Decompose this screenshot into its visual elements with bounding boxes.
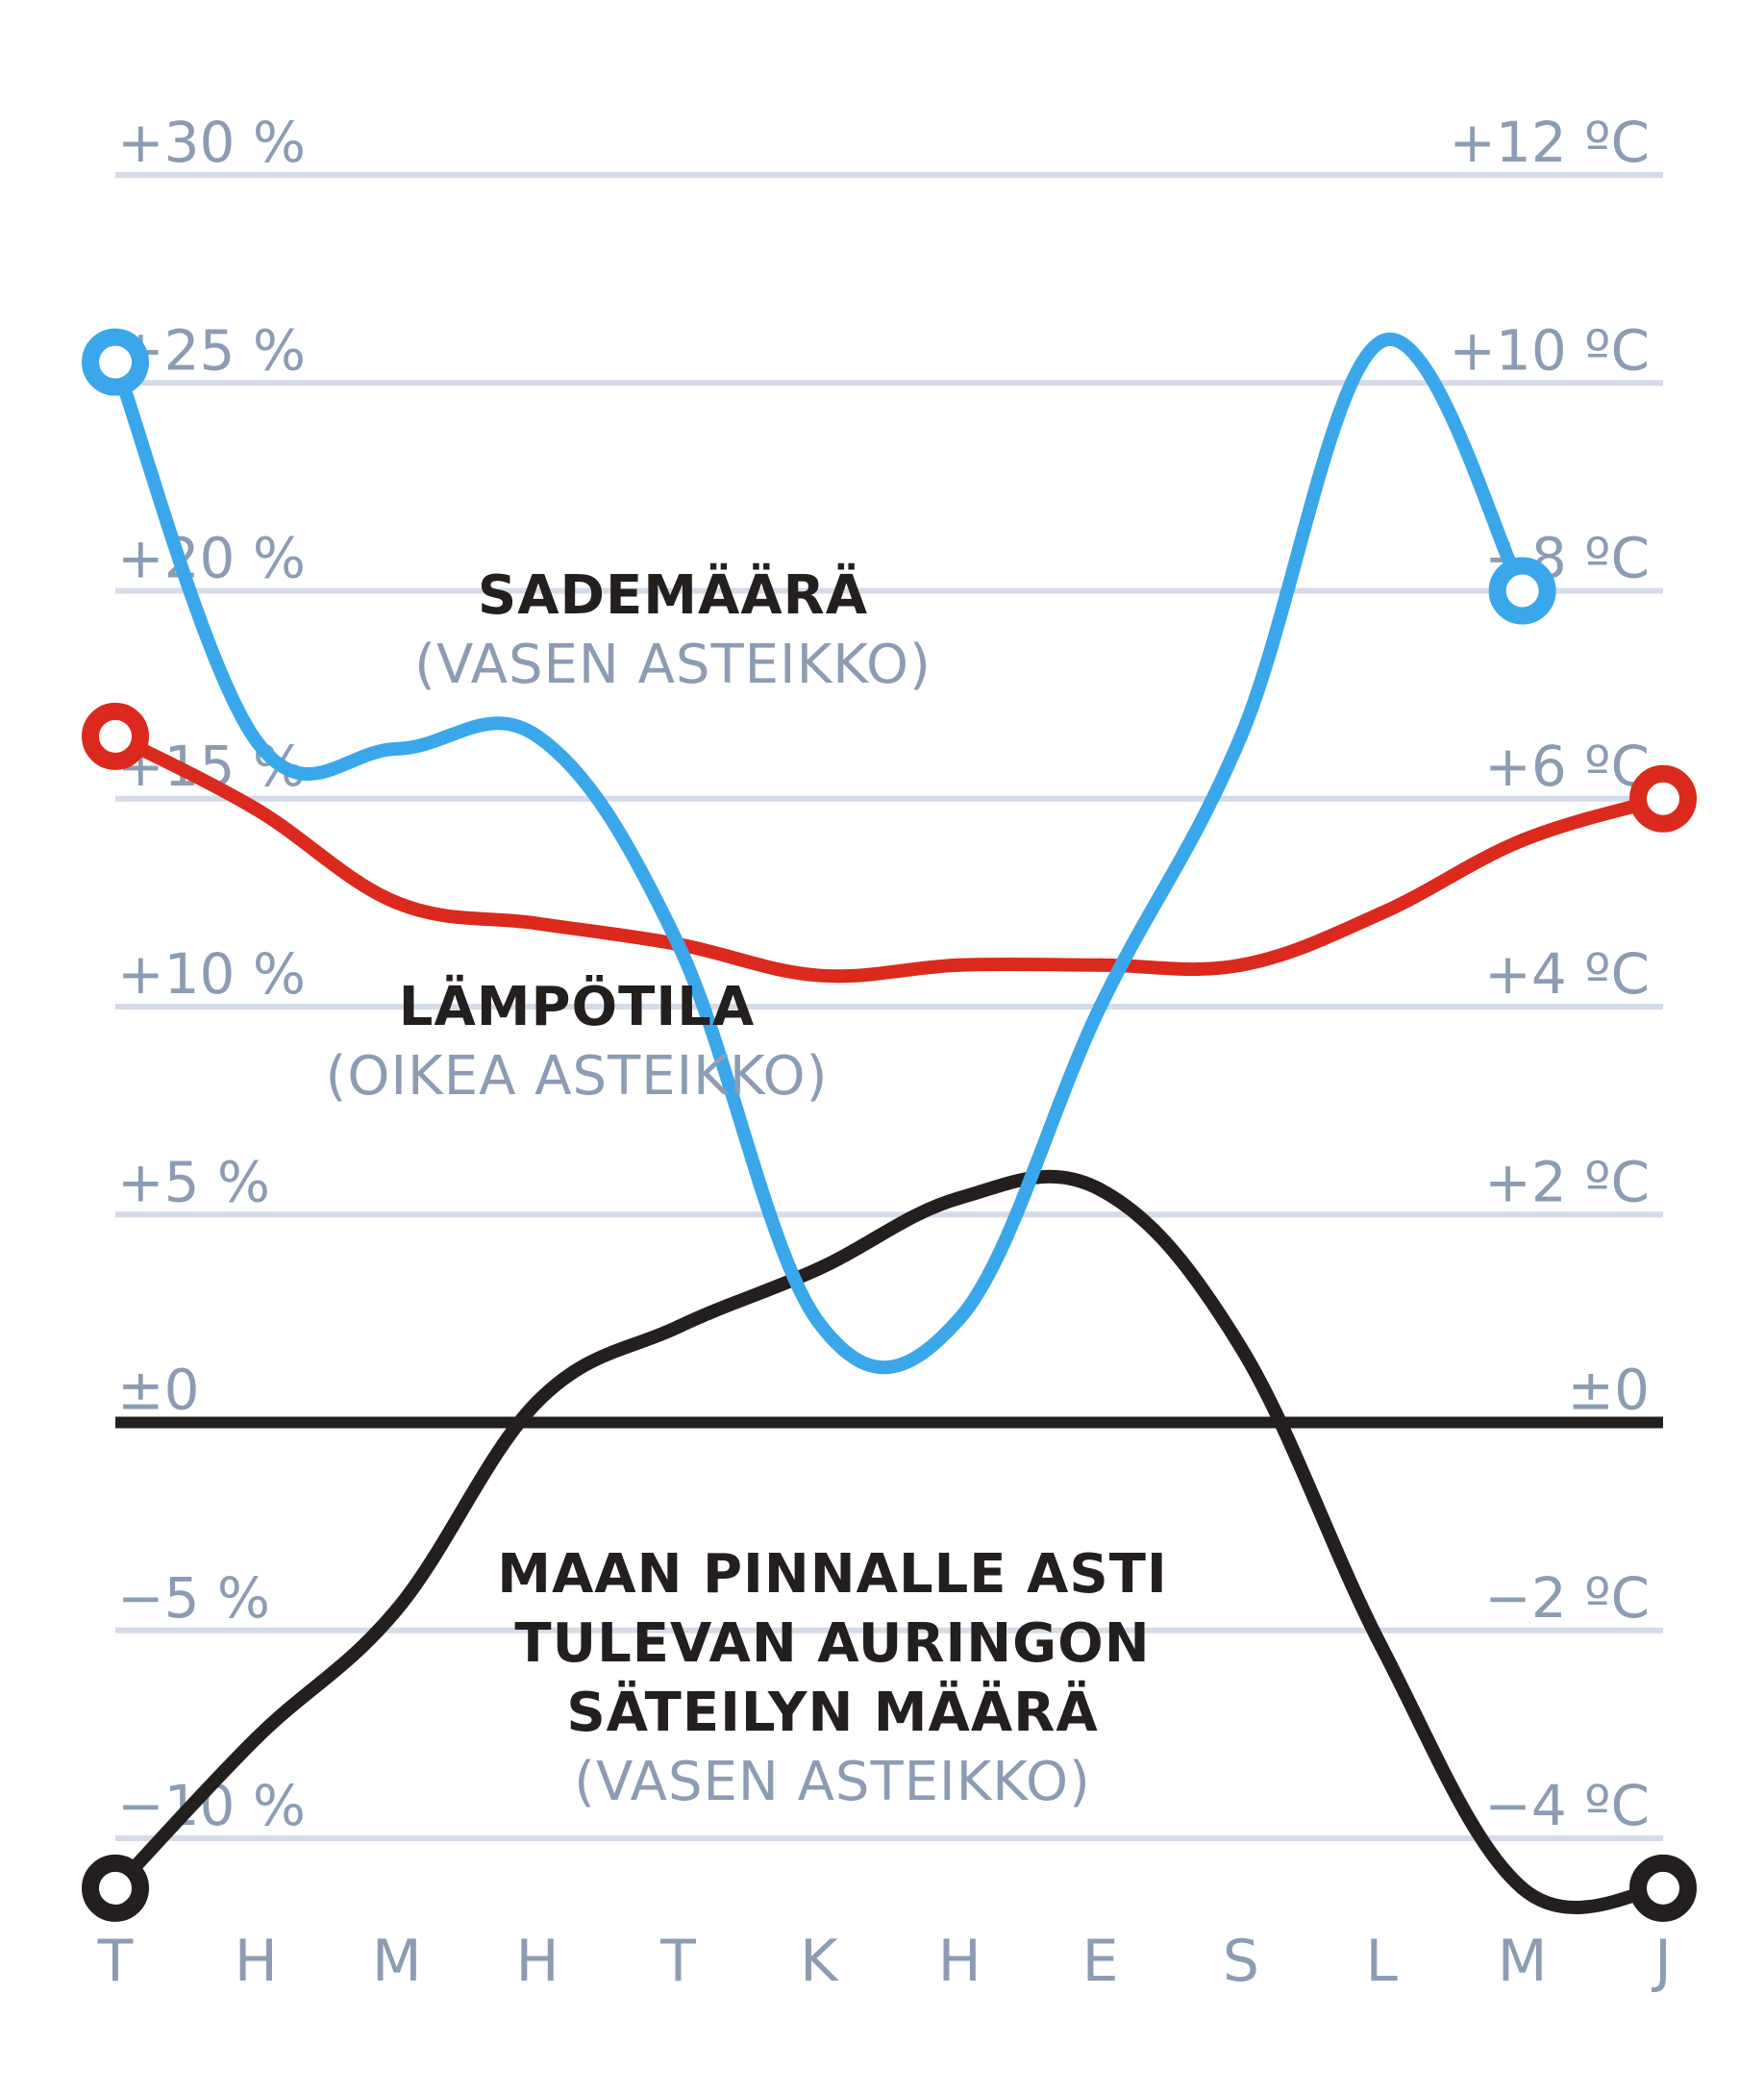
data-point-rain [811, 1315, 826, 1330]
data-point-solar [249, 1732, 263, 1746]
x-tick-label: H [235, 1928, 278, 1995]
data-point-temperature [1233, 958, 1248, 972]
x-tick-label: E [1082, 1928, 1119, 1995]
x-tick-label: T [97, 1928, 134, 1995]
series-line-rain [109, 332, 1529, 1375]
series-line-temperature [109, 729, 1670, 984]
data-point-rain [1093, 1000, 1107, 1013]
x-tick-label: M [372, 1928, 422, 1995]
data-point-solar [531, 1394, 545, 1409]
data-point-solar [671, 1320, 685, 1334]
endpoint-marker-rain [1488, 557, 1556, 625]
annotation-solar-sub: (VASEN ASTEIKKO) [574, 1751, 1091, 1813]
y-right-tick-label: +6 ºC [1484, 734, 1650, 799]
y-axis-right: +12 ºC+10 ºC+8 ºC+6 ºC+4 ºC+2 ºC±0−2 ºC−… [1449, 110, 1650, 1838]
x-tick-label: H [938, 1928, 981, 1995]
data-point-rain [1375, 335, 1389, 348]
data-point-temperature [389, 895, 404, 910]
y-right-tick-label: +4 ºC [1484, 941, 1650, 1007]
data-point-solar [1093, 1183, 1107, 1197]
data-point-rain [953, 1311, 967, 1326]
data-point-temperature [953, 958, 967, 972]
y-axis-left: +30 %+25 %+20 %+15 %+10 %+5 %±0−5 %−10 % [117, 110, 306, 1838]
data-point-rain [671, 937, 685, 952]
data-point-rain [531, 729, 545, 743]
y-right-tick-label: +12 ºC [1449, 110, 1650, 175]
annotation-solar-line-1: MAAN PINNALLE ASTI [497, 1543, 1168, 1606]
data-point-solar [1515, 1881, 1529, 1895]
y-right-tick-label: −2 ºC [1484, 1565, 1650, 1631]
x-tick-label: J [1651, 1928, 1672, 1995]
y-left-tick-label: +25 % [117, 317, 306, 383]
data-point-temperature [249, 802, 263, 816]
series-line-solar [109, 1169, 1670, 1914]
x-tick-label: T [659, 1928, 696, 1995]
endpoint-marker-solar [1629, 1854, 1697, 1922]
data-point-solar [389, 1603, 404, 1617]
data-point-temperature [1375, 906, 1389, 920]
y-right-tick-label: +2 ºC [1484, 1149, 1650, 1214]
annotation-solar-line-3: SÄTEILYN MÄÄRÄ [566, 1682, 1098, 1744]
endpoint-marker-solar [82, 1854, 149, 1922]
data-point-temperature [531, 916, 545, 931]
y-right-tick-label: −4 ºC [1484, 1773, 1650, 1838]
y-left-tick-label: +10 % [117, 941, 306, 1007]
y-right-tick-label: +10 ºC [1449, 317, 1650, 383]
annotations: SADEMÄÄRÄ (VASEN ASTEIKKO) LÄMPÖTILA (OI… [326, 564, 1168, 1813]
data-point-temperature [1093, 958, 1107, 972]
y-right-tick-label: ±0 [1568, 1358, 1651, 1423]
data-point-rain [1233, 729, 1248, 743]
y-left-tick-label: ±0 [117, 1358, 200, 1423]
endpoint-marker-temperature [82, 702, 149, 770]
data-point-temperature [1515, 834, 1529, 847]
data-point-rain [249, 734, 263, 748]
data-point-solar [1233, 1340, 1248, 1355]
data-point-rain [389, 741, 404, 756]
annotation-solar-line-2: TULEVAN AURINGON [514, 1612, 1150, 1675]
y-left-tick-label: +5 % [117, 1149, 270, 1214]
data-point-solar [1375, 1640, 1389, 1655]
endpoint-marker-temperature [1629, 764, 1697, 833]
y-left-tick-label: +30 % [117, 110, 306, 175]
x-tick-label: K [800, 1928, 839, 1995]
series-lines [82, 328, 1697, 1922]
annotation-temp-sub: (OIKEA ASTEIKKO) [326, 1045, 829, 1108]
x-tick-label: S [1223, 1928, 1259, 1995]
data-point-solar [811, 1261, 826, 1276]
annotation-temp-title: LÄMPÖTILA [399, 976, 755, 1038]
annotation-rain-title: SADEMÄÄRÄ [478, 564, 868, 627]
x-tick-label: M [1498, 1928, 1548, 1995]
x-tick-label: H [516, 1928, 559, 1995]
annotation-rain-sub: (VASEN ASTEIKKO) [414, 634, 932, 696]
y-left-tick-label: −5 % [117, 1565, 270, 1631]
endpoint-marker-rain [82, 328, 149, 396]
x-tick-label: L [1366, 1928, 1399, 1995]
data-point-solar [953, 1190, 967, 1205]
grid [115, 172, 1663, 1841]
data-point-temperature [811, 968, 826, 983]
y-left-tick-label: +20 % [117, 526, 306, 591]
